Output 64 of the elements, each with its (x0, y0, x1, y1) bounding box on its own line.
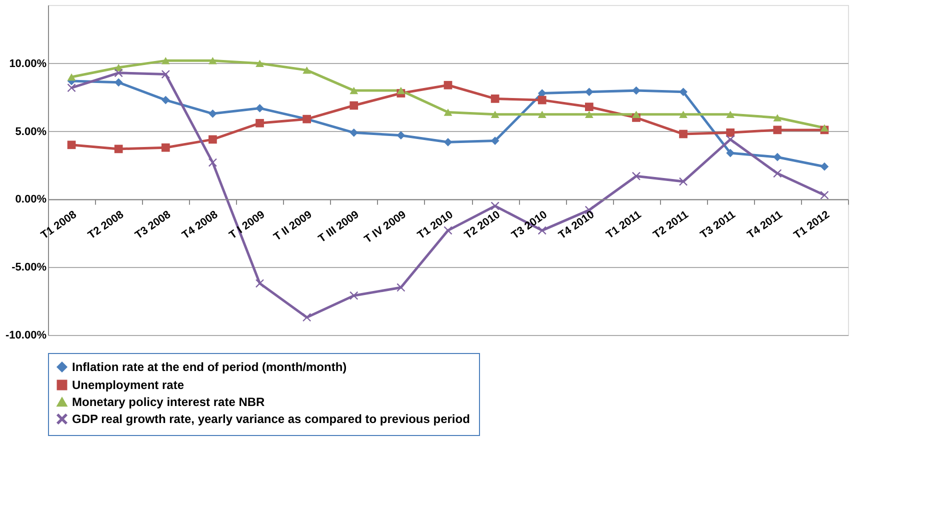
point (490, 136, 500, 145)
point (396, 131, 406, 140)
point (161, 143, 170, 152)
point (679, 110, 688, 118)
x-tick-label: T2 2011 (651, 208, 691, 242)
y-tick-label: 0.00% (15, 194, 47, 206)
point (161, 57, 170, 64)
point (114, 68, 123, 78)
x-tick-label: T4 2011 (745, 208, 785, 242)
point (773, 114, 782, 122)
point (350, 101, 358, 110)
point (256, 60, 264, 68)
point (632, 110, 640, 118)
point (114, 144, 123, 154)
point (726, 110, 735, 118)
y-tick-label: 5.00% (15, 126, 47, 138)
point (773, 152, 782, 162)
point (161, 96, 170, 104)
point (350, 291, 358, 300)
point (67, 73, 76, 81)
point (67, 84, 76, 92)
point (726, 128, 735, 137)
point (208, 57, 217, 64)
point (396, 86, 406, 94)
point (773, 126, 782, 134)
point (773, 169, 782, 178)
point (256, 118, 264, 128)
legend-label: Unemployment rate (72, 378, 184, 392)
point (490, 110, 500, 118)
point (396, 283, 406, 292)
point (67, 140, 76, 150)
point (208, 135, 217, 144)
point (444, 80, 452, 90)
point (726, 135, 735, 144)
point (350, 86, 358, 94)
point (538, 96, 546, 104)
point (632, 86, 640, 95)
point (679, 130, 688, 138)
point (820, 162, 829, 171)
point (679, 177, 688, 186)
point (302, 66, 312, 74)
point (208, 109, 217, 118)
point (820, 190, 829, 200)
point (302, 313, 312, 322)
point (444, 108, 452, 116)
point (490, 202, 500, 210)
x-tick-label: T1 2011 (604, 208, 644, 242)
legend-label: Inflation rate at the end of period (month/month) (72, 360, 347, 374)
point (726, 148, 735, 158)
point (679, 88, 688, 96)
y-tick-label: 10.00% (9, 58, 47, 70)
y-tick-label: -5.00% (12, 262, 47, 274)
point (444, 138, 452, 146)
y-tick-label: -10.00% (6, 330, 47, 342)
point (490, 94, 500, 103)
point (584, 102, 594, 112)
legend-label: GDP real growth rate, yearly variance as compared to previous period (72, 412, 470, 426)
point (208, 158, 217, 167)
point (538, 110, 546, 118)
point (256, 104, 264, 112)
x-tick-label: T3 2011 (698, 208, 738, 242)
legend-label: Monetary policy interest rate NBR (72, 395, 266, 409)
point (820, 124, 829, 132)
point (584, 110, 594, 118)
